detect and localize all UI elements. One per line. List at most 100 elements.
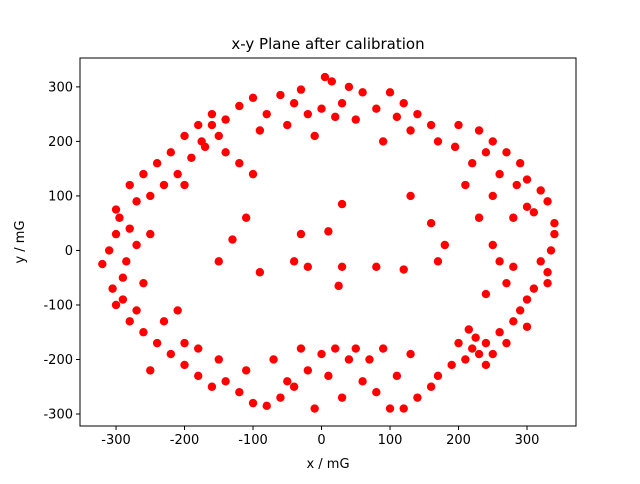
point — [108, 284, 117, 293]
point — [509, 317, 518, 326]
point — [406, 349, 415, 359]
y-tick-label: 200 — [48, 135, 73, 150]
point — [194, 120, 203, 130]
point — [111, 229, 121, 239]
y-tick-label: 0 — [65, 244, 73, 259]
point — [139, 278, 148, 288]
point — [98, 259, 107, 269]
point — [207, 120, 217, 130]
x-tick-label: 200 — [446, 433, 471, 448]
point — [296, 344, 306, 353]
point — [111, 300, 121, 310]
y-tick-label: 300 — [48, 80, 73, 95]
point — [173, 306, 182, 315]
point — [269, 355, 278, 364]
point — [200, 142, 210, 152]
y-tick-label: -100 — [43, 298, 73, 313]
point — [543, 197, 552, 206]
point — [378, 344, 388, 353]
point — [399, 99, 408, 108]
point — [303, 262, 313, 272]
point — [324, 227, 333, 236]
point — [426, 218, 436, 228]
point — [358, 88, 367, 97]
point — [515, 306, 525, 315]
point — [296, 229, 306, 239]
point — [235, 159, 244, 168]
point — [296, 85, 306, 94]
point — [317, 349, 326, 359]
point — [433, 137, 443, 146]
point — [426, 382, 436, 391]
point — [512, 180, 521, 190]
point — [433, 371, 443, 381]
point — [406, 126, 415, 135]
point — [180, 131, 189, 141]
point — [481, 148, 491, 157]
x-tick-label: 0 — [317, 433, 325, 448]
point — [166, 148, 176, 157]
point — [522, 295, 532, 304]
point — [146, 366, 155, 375]
point — [159, 317, 169, 326]
point — [550, 218, 559, 228]
point — [358, 377, 367, 386]
point — [509, 262, 518, 272]
point — [228, 235, 237, 244]
point — [221, 148, 230, 157]
point — [378, 137, 388, 146]
point — [450, 142, 460, 152]
point — [365, 355, 374, 364]
point — [159, 180, 169, 190]
point — [248, 93, 258, 102]
point — [331, 344, 340, 353]
point — [132, 240, 141, 250]
point — [372, 262, 381, 272]
point — [399, 404, 408, 413]
point — [166, 349, 176, 359]
point — [324, 371, 333, 381]
point — [495, 169, 504, 179]
y-tick-label: -300 — [43, 408, 73, 423]
point — [320, 72, 330, 82]
point — [334, 281, 343, 291]
point — [180, 180, 189, 190]
point — [454, 120, 463, 130]
point — [235, 387, 244, 397]
point — [351, 344, 360, 353]
point — [146, 191, 155, 201]
point — [474, 213, 484, 222]
point — [372, 387, 381, 397]
point — [241, 213, 251, 222]
point — [464, 325, 473, 334]
point — [392, 112, 402, 122]
point — [385, 88, 395, 97]
point — [337, 393, 347, 402]
point — [194, 371, 203, 381]
point — [509, 213, 518, 222]
y-axis-label: y / mG — [13, 220, 28, 263]
point — [235, 101, 244, 111]
point — [495, 328, 504, 337]
chart-title: x-y Plane after calibration — [231, 35, 424, 53]
x-tick-label: -200 — [170, 433, 200, 448]
point — [187, 153, 196, 162]
x-tick-label: -100 — [238, 433, 268, 448]
point — [522, 175, 532, 184]
point — [529, 284, 539, 293]
x-axis-label: x / mG — [306, 457, 349, 472]
point — [132, 197, 141, 206]
plot-frame — [79, 57, 577, 427]
point — [488, 137, 497, 146]
point — [248, 398, 258, 408]
point — [327, 77, 337, 86]
point — [488, 240, 497, 250]
point — [337, 262, 347, 272]
point — [152, 338, 162, 348]
point — [122, 257, 131, 266]
point — [139, 169, 148, 179]
point — [344, 355, 354, 364]
point — [276, 90, 285, 100]
